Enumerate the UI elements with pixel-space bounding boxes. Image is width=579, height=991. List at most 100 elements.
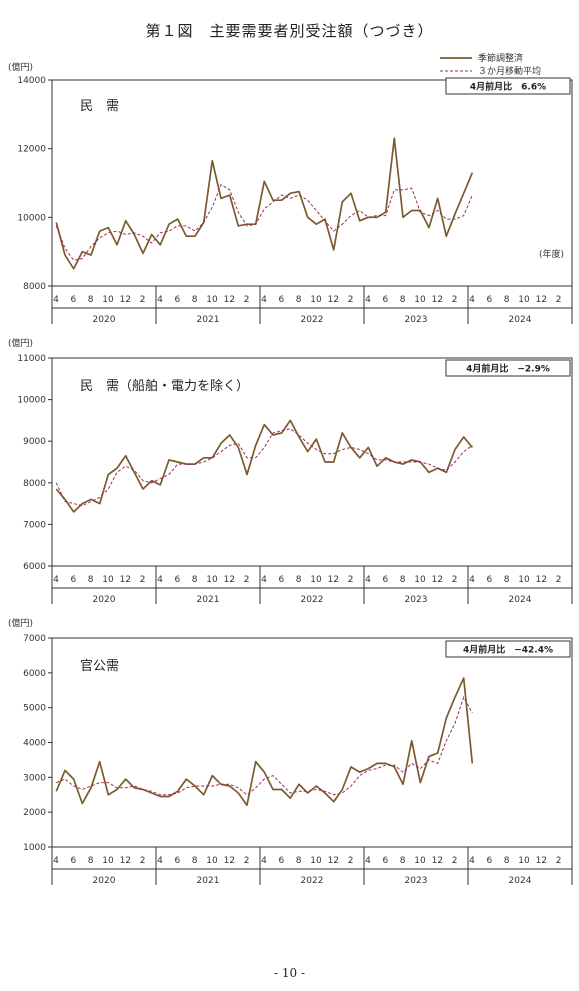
series-line-seasonally-adjusted	[55, 677, 474, 807]
x-tick-label: 10	[414, 295, 426, 305]
year-label: 2020	[93, 876, 116, 886]
x-tick-label: 10	[414, 856, 426, 866]
x-tick-label: 12	[328, 575, 339, 585]
year-label: 2021	[197, 315, 220, 325]
x-tick-label: 10	[206, 575, 218, 585]
x-tick-label: 6	[70, 575, 76, 585]
year-label: 2021	[197, 876, 220, 886]
x-tick-label: 6	[382, 856, 388, 866]
x-tick-label: 12	[120, 575, 131, 585]
x-tick-label: 10	[518, 856, 530, 866]
x-tick-label: 10	[310, 575, 322, 585]
x-tick-label: 2	[244, 575, 250, 585]
x-tick-label: 8	[88, 856, 94, 866]
x-tick-label: 6	[70, 295, 76, 305]
y-tick-label: 12000	[17, 145, 46, 155]
y-tick-label: 10000	[17, 213, 46, 223]
x-tick-label: 4	[469, 295, 475, 305]
panel-title: 官公需	[80, 658, 119, 674]
series-line-moving-average	[55, 183, 473, 261]
x-tick-label: 2	[140, 575, 146, 585]
page-title: 第１図 主要需要者別受注額（つづき）	[145, 22, 434, 40]
x-tick-label: 6	[382, 575, 388, 585]
x-tick-label: 10	[206, 856, 218, 866]
x-tick-label: 6	[174, 575, 180, 585]
x-tick-label: 2	[556, 575, 562, 585]
plot-frame	[51, 79, 573, 287]
x-tick-label: 8	[296, 575, 302, 585]
y-tick-label: 2000	[23, 808, 46, 818]
x-tick-label: 12	[432, 295, 443, 305]
plot-frame	[51, 637, 573, 848]
annotation-text: 4月前月比 −2.9%	[466, 363, 550, 375]
x-tick-label: 2	[452, 856, 458, 866]
x-tick-label: 2	[452, 575, 458, 585]
x-tick-label: 4	[53, 575, 59, 585]
chart-panel-private-excl-ships-power: (億円) 6000 7000 8000 9000 10000 11000 4 6 8 10 12 2 4 6…	[8, 337, 573, 605]
x-tick-label: 2	[452, 295, 458, 305]
year-label: 2023	[405, 876, 428, 886]
x-tick-label: 12	[120, 856, 131, 866]
annotation-box	[445, 640, 571, 658]
x-tick-label: 10	[102, 856, 114, 866]
x-tick-label: 4	[157, 295, 163, 305]
legend-label-moving-average: ３か月移動平均	[478, 65, 541, 77]
y-tick-label: 7000	[23, 520, 46, 530]
x-tick-label: 12	[536, 295, 547, 305]
year-label: 2022	[301, 315, 324, 325]
x-tick-label: 10	[102, 575, 114, 585]
y-tick-label: 9000	[23, 437, 46, 447]
x-tick-label: 8	[504, 295, 510, 305]
y-tick-label: 3000	[23, 773, 46, 783]
x-tick-label: 2	[348, 575, 354, 585]
x-tick-label: 4	[261, 856, 267, 866]
page-number: - 10 -	[273, 966, 305, 980]
x-tick-label: 2	[556, 856, 562, 866]
x-tick-label: 6	[278, 575, 284, 585]
x-tick-label: 4	[365, 575, 371, 585]
x-tick-label: 12	[328, 295, 339, 305]
x-tick-label: 6	[382, 295, 388, 305]
x-tick-label: 2	[140, 856, 146, 866]
series-line-seasonally-adjusted	[55, 419, 473, 513]
x-tick-label: 4	[261, 575, 267, 585]
x-tick-label: 10	[206, 295, 218, 305]
year-label: 2021	[197, 595, 220, 605]
y-tick-label: 1000	[23, 843, 46, 853]
x-tick-label: 10	[518, 575, 530, 585]
year-label: 2024	[509, 876, 532, 886]
series-line-seasonally-adjusted	[55, 137, 474, 270]
x-tick-label: 10	[310, 856, 322, 866]
x-tick-label: 6	[278, 295, 284, 305]
x-tick-label: 8	[296, 856, 302, 866]
x-tick-label: 12	[536, 856, 547, 866]
y-tick-label: 6000	[23, 562, 46, 572]
x-tick-label: 4	[469, 856, 475, 866]
y-tick-label: 14000	[17, 76, 46, 86]
chart-panel-private-demand: (億円) 8000 10000 12000 14000 4 6 8 10 12 2 4 6 8 10 12 2 4…	[8, 61, 573, 325]
x-tick-label: 4	[469, 575, 475, 585]
annotation-text: 4月前月比 6.6%	[470, 81, 546, 93]
annotation-box	[445, 77, 571, 95]
y-tick-label: 10000	[17, 396, 46, 406]
x-tick-label: 10	[414, 575, 426, 585]
x-tick-label: 4	[365, 856, 371, 866]
year-label: 2024	[509, 595, 532, 605]
year-label: 2024	[509, 315, 532, 325]
x-tick-label: 8	[400, 856, 406, 866]
x-tick-label: 8	[88, 295, 94, 305]
x-tick-label: 4	[261, 295, 267, 305]
legend-label-actual: 季節調整済	[478, 52, 523, 64]
x-tick-label: 12	[224, 856, 235, 866]
fiscal-year-label: (年度)	[539, 248, 564, 260]
x-tick-label: 10	[518, 295, 530, 305]
x-tick-label: 8	[504, 575, 510, 585]
x-tick-label: 8	[88, 575, 94, 585]
x-tick-label: 10	[310, 295, 322, 305]
y-tick-label: 11000	[17, 354, 46, 364]
year-label: 2020	[93, 595, 116, 605]
x-tick-label: 6	[486, 575, 492, 585]
annotation-text: 4月前月比 −42.4%	[463, 644, 553, 656]
